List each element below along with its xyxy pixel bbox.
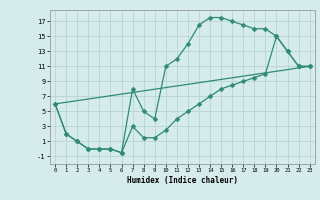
- X-axis label: Humidex (Indice chaleur): Humidex (Indice chaleur): [127, 176, 238, 185]
